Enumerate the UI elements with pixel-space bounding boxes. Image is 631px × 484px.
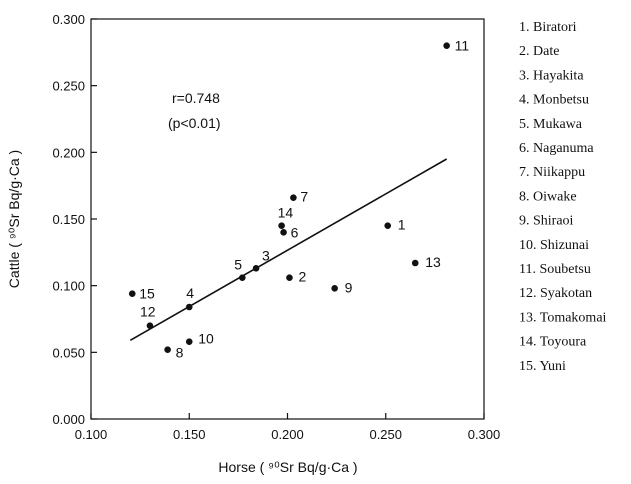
point-label: 10 [198, 331, 214, 347]
data-point [239, 274, 246, 281]
y-tick-label: 0.300 [52, 12, 85, 27]
annotation-r: r=0.748 [172, 90, 220, 106]
point-label: 7 [300, 189, 308, 205]
point-label: 12 [140, 304, 156, 320]
y-axis-ticks: 0.000 0.050 0.100 0.150 0.200 0.250 0.300 [52, 12, 97, 427]
point-label: 13 [425, 254, 441, 270]
y-tick-label: 0.250 [52, 79, 85, 94]
data-point [164, 346, 171, 353]
x-tick-label: 0.250 [369, 427, 402, 442]
point-label: 5 [234, 257, 242, 273]
point-label: 2 [298, 269, 306, 285]
x-tick-label: 0.150 [173, 427, 206, 442]
legend-item: 9. Shiraoi [519, 214, 574, 229]
point-label: 14 [278, 205, 294, 221]
point-label: 15 [139, 286, 155, 302]
legend-item: 5. Mukawa [519, 117, 583, 132]
legend-item: 4. Monbetsu [519, 93, 589, 108]
y-axis-label: Cattle ( ⁹⁰Sr Bq/g·Ca ) [6, 150, 22, 288]
legend-item: 13. Tomakomai [519, 310, 607, 325]
x-tick-label: 0.300 [468, 427, 501, 442]
legend-item: 1. Biratori [519, 20, 577, 35]
point-label: 1 [398, 217, 406, 233]
data-point [331, 285, 338, 292]
y-tick-label: 0.100 [52, 279, 85, 294]
y-tick-label: 0.000 [52, 412, 85, 427]
legend-item: 14. Toyoura [519, 335, 587, 350]
legend-item: 10. Shizunai [519, 238, 589, 253]
point-label: 8 [176, 345, 184, 361]
data-point [128, 290, 136, 297]
legend-item: 12. Syakotan [519, 286, 592, 301]
data-point [146, 322, 154, 329]
x-tick-label: 0.100 [75, 427, 108, 442]
point-label: 11 [455, 38, 470, 54]
legend-item: 2. Date [519, 44, 559, 59]
data-point [384, 222, 392, 229]
x-axis-label: Horse ( ⁹⁰Sr Bq/g·Ca ) [218, 459, 357, 475]
point-label: 9 [345, 279, 353, 295]
legend-item: 7. Niikappu [519, 165, 585, 180]
data-point [290, 194, 297, 201]
annotation-p: (p<0.01) [168, 115, 221, 131]
point-label: 3 [262, 247, 270, 263]
x-axis-ticks: 0.100 0.150 0.200 0.250 0.300 [75, 413, 501, 442]
legend-item: 3. Hayakita [519, 68, 584, 83]
data-point [286, 274, 293, 281]
point-label: 4 [186, 285, 194, 301]
data-point [278, 222, 285, 229]
data-point [443, 42, 450, 49]
legend: 1. Biratori 2. Date 3. Hayakita 4. Monbetsu… [519, 20, 607, 374]
data-point [411, 259, 419, 267]
x-tick-label: 0.200 [271, 427, 304, 442]
legend-item: 11. Soubetsu [519, 262, 591, 277]
y-tick-label: 0.050 [52, 345, 85, 360]
regression-line [129, 158, 448, 342]
legend-item: 8. Oiwake [519, 189, 577, 204]
regression-line-group [129, 158, 448, 342]
legend-item: 6. Naganuma [519, 141, 594, 156]
y-tick-label: 0.200 [52, 145, 85, 160]
legend-item: 15. Yuni [519, 359, 566, 374]
data-point [280, 229, 287, 236]
data-point [185, 338, 193, 345]
point-label: 6 [291, 224, 299, 240]
data-point [185, 303, 193, 311]
data-point [252, 265, 260, 272]
y-tick-label: 0.150 [52, 212, 85, 227]
